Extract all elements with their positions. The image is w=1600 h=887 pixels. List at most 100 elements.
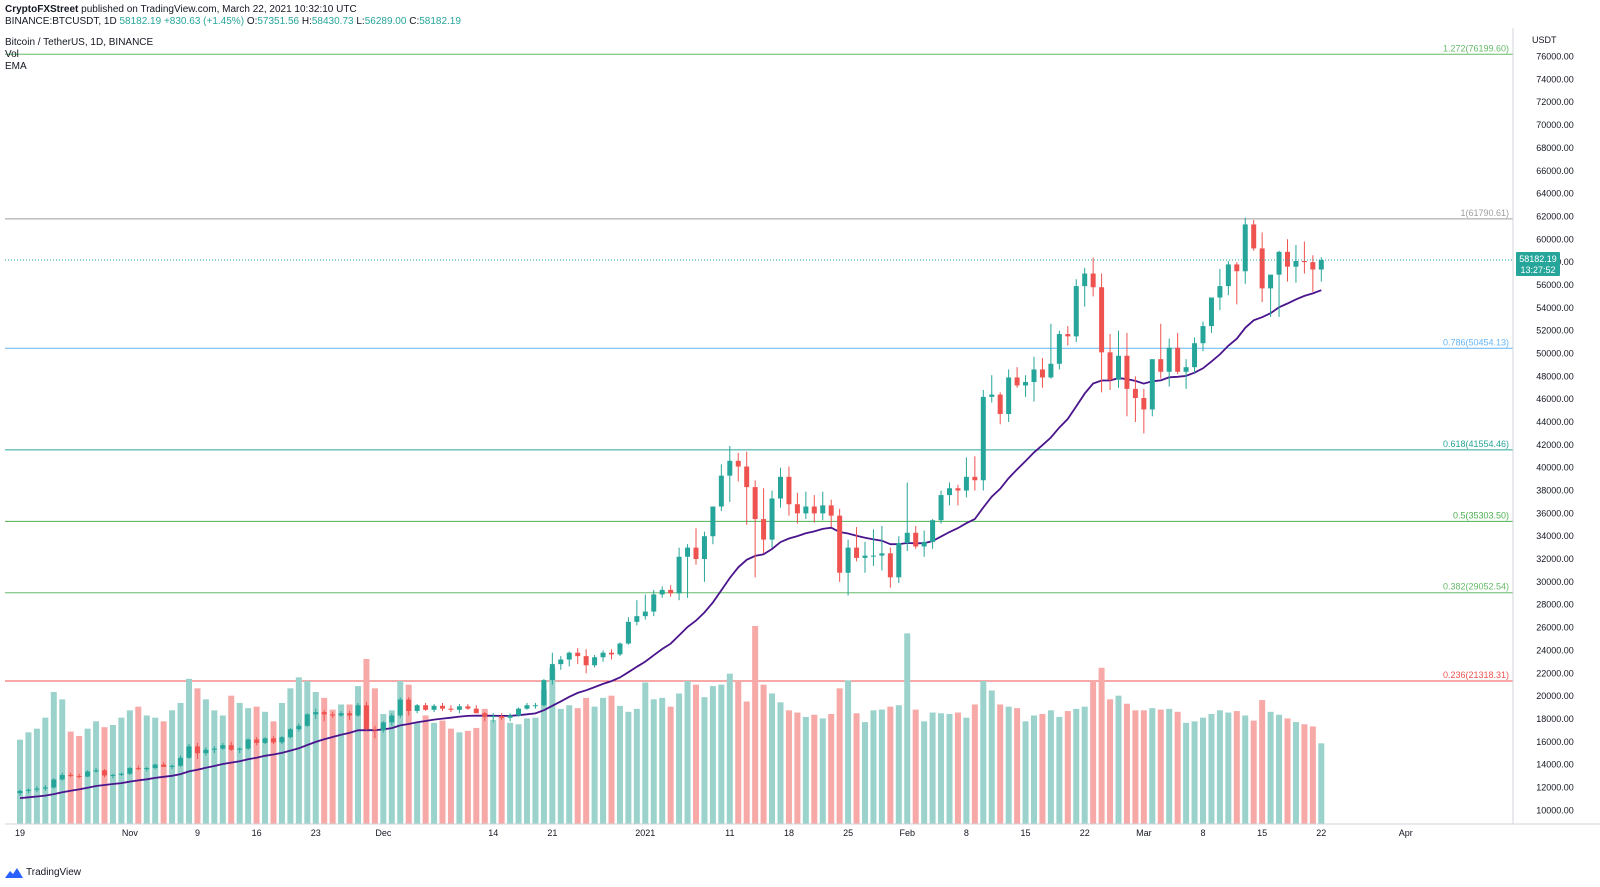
candle[interactable] xyxy=(921,530,927,557)
candle[interactable] xyxy=(583,649,589,674)
publisher-name[interactable]: CryptoFXStreet xyxy=(5,4,79,15)
candle[interactable] xyxy=(1090,257,1096,297)
candle[interactable] xyxy=(448,705,454,713)
candle[interactable] xyxy=(727,445,733,502)
candle[interactable] xyxy=(566,651,572,667)
candle[interactable] xyxy=(473,705,479,714)
candle[interactable] xyxy=(313,708,319,719)
candle[interactable] xyxy=(338,710,344,717)
candle[interactable] xyxy=(372,725,378,739)
candle[interactable] xyxy=(1141,388,1147,434)
candle[interactable] xyxy=(1192,337,1198,373)
candle[interactable] xyxy=(304,713,310,727)
candle[interactable] xyxy=(1132,376,1138,423)
candle[interactable] xyxy=(930,519,936,549)
candle[interactable] xyxy=(1023,375,1029,397)
candle[interactable] xyxy=(1217,268,1223,311)
candle[interactable] xyxy=(1116,330,1121,388)
candle[interactable] xyxy=(1107,334,1113,391)
candle[interactable] xyxy=(51,778,57,789)
candle[interactable] xyxy=(93,768,99,773)
candle[interactable] xyxy=(321,709,327,722)
candle[interactable] xyxy=(1158,323,1164,379)
candle[interactable] xyxy=(1200,321,1206,352)
candle[interactable] xyxy=(330,712,336,718)
candle[interactable] xyxy=(245,738,251,750)
candle[interactable] xyxy=(211,746,217,754)
candle[interactable] xyxy=(1175,332,1181,375)
candle[interactable] xyxy=(406,697,412,716)
candle[interactable] xyxy=(110,773,116,779)
candle[interactable] xyxy=(609,649,614,660)
candle[interactable] xyxy=(761,488,767,554)
candle[interactable] xyxy=(625,617,631,645)
candle[interactable] xyxy=(1225,260,1231,296)
candle[interactable] xyxy=(1251,219,1257,251)
candle[interactable] xyxy=(127,766,133,775)
candle[interactable] xyxy=(1014,367,1020,388)
candle[interactable] xyxy=(380,721,386,733)
candle[interactable] xyxy=(203,747,209,756)
candle[interactable] xyxy=(955,484,961,506)
candle[interactable] xyxy=(769,490,775,548)
candle[interactable] xyxy=(42,785,48,791)
candle[interactable] xyxy=(887,547,893,588)
candle[interactable] xyxy=(989,375,995,403)
candle[interactable] xyxy=(1099,273,1105,393)
candle[interactable] xyxy=(693,528,699,565)
candle[interactable] xyxy=(102,769,107,778)
candle[interactable] xyxy=(76,773,82,779)
candle[interactable] xyxy=(1242,217,1248,284)
ema-series[interactable] xyxy=(19,289,1322,799)
candle[interactable] xyxy=(25,788,31,794)
candle[interactable] xyxy=(735,452,741,482)
candle[interactable] xyxy=(363,701,369,731)
candle[interactable] xyxy=(541,678,547,707)
candle[interactable] xyxy=(972,456,978,491)
candle[interactable] xyxy=(997,392,1003,425)
candle[interactable] xyxy=(85,770,91,778)
candle[interactable] xyxy=(1056,330,1062,370)
candle[interactable] xyxy=(600,650,606,662)
candle[interactable] xyxy=(1310,255,1316,292)
candle[interactable] xyxy=(1285,239,1290,282)
candle[interactable] xyxy=(440,702,445,711)
candle[interactable] xyxy=(135,765,141,771)
candle[interactable] xyxy=(794,492,800,524)
candle[interactable] xyxy=(228,741,234,751)
candle[interactable] xyxy=(701,531,707,582)
candle[interactable] xyxy=(262,737,268,745)
candle[interactable] xyxy=(1166,338,1172,387)
candle[interactable] xyxy=(947,482,952,506)
candle[interactable] xyxy=(1208,297,1214,333)
candle[interactable] xyxy=(592,654,598,668)
candle[interactable] xyxy=(820,491,826,521)
candle[interactable] xyxy=(118,772,124,777)
candle[interactable] xyxy=(355,702,361,717)
candle[interactable] xyxy=(938,490,944,524)
candle[interactable] xyxy=(456,704,462,714)
candle[interactable] xyxy=(854,527,860,562)
candle[interactable] xyxy=(752,480,758,578)
candle[interactable] xyxy=(870,529,876,566)
candle[interactable] xyxy=(17,789,23,796)
candle[interactable] xyxy=(490,713,496,723)
currency-label[interactable]: USDT xyxy=(1532,35,1557,45)
candle[interactable] xyxy=(963,457,969,498)
candle[interactable] xyxy=(169,764,175,770)
candle[interactable] xyxy=(397,697,403,718)
candle[interactable] xyxy=(879,525,885,571)
candle[interactable] xyxy=(744,451,750,525)
candle[interactable] xyxy=(811,495,817,523)
candle[interactable] xyxy=(194,742,200,759)
candle[interactable] xyxy=(778,467,783,508)
candle[interactable] xyxy=(161,762,167,767)
candle[interactable] xyxy=(220,742,226,750)
candle[interactable] xyxy=(1259,232,1265,303)
candle[interactable] xyxy=(558,656,564,670)
candle[interactable] xyxy=(1318,257,1324,282)
candle[interactable] xyxy=(389,713,395,726)
ema-legend[interactable]: EMA xyxy=(5,61,27,72)
